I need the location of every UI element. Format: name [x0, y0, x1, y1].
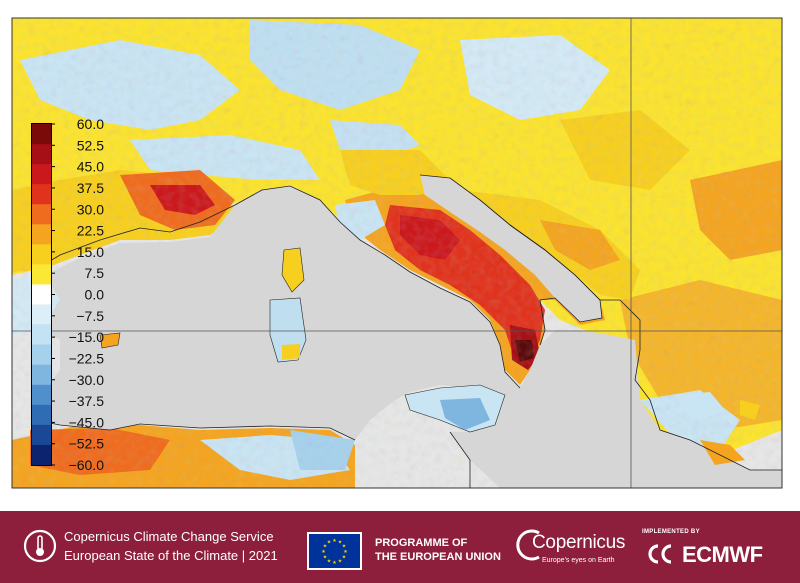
colorbar-tick-label: 60.0	[77, 116, 104, 132]
eu-star: ★	[343, 549, 348, 555]
copernicus-tagline: Europe's eyes on Earth	[542, 557, 615, 564]
colorbar-tick-label: 45.0	[77, 159, 104, 175]
copernicus-logo	[516, 529, 540, 561]
eu-star: ★	[338, 539, 343, 545]
thermometer-circle-icon	[23, 529, 57, 563]
eu-star: ★	[338, 558, 343, 564]
colorbar-swatch	[32, 384, 51, 406]
eu-star: ★	[327, 558, 332, 564]
colorbar-labels: 60.0 52.5 45.0 37.5 30.0 22.5 15.0 7.5 0.0 −7.5 −1…	[51, 116, 104, 473]
eu-star: ★	[321, 549, 326, 555]
colorbar-swatch	[32, 144, 51, 165]
colorbar: 60.0 52.5 45.0 37.5 30.0 22.5 15.0 7.5 0.0 −7.5 −1…	[31, 116, 104, 473]
colorbar-swatch	[32, 164, 51, 185]
colorbar-swatch	[32, 204, 51, 225]
colorbar-tick-label: −52.5	[69, 436, 105, 452]
colorbar-swatch	[32, 364, 51, 386]
colorbar-swatch	[32, 264, 51, 285]
colorbar-tick-label: 30.0	[77, 201, 104, 217]
colorbar-tick-label: 37.5	[77, 180, 104, 196]
colorbar-swatch	[32, 344, 51, 366]
colorbar-swatch	[32, 244, 51, 265]
graticule	[12, 18, 782, 488]
footer-banner: Copernicus Climate Change Service Europe…	[0, 511, 800, 583]
map-frame	[11, 17, 783, 489]
eu-star: ★	[332, 560, 337, 566]
colorbar-tick-label: −60.0	[69, 457, 105, 473]
colorbar-tick-label: 15.0	[77, 244, 104, 260]
colorbar-swatch	[32, 444, 51, 466]
colorbar-tick-label: 22.5	[77, 223, 104, 239]
colorbar-tick-label: −45.0	[69, 414, 105, 430]
eu-star: ★	[342, 554, 347, 560]
eu-star: ★	[323, 543, 328, 549]
colorbar-swatch	[32, 184, 51, 205]
eu-flag-icon: ★ ★★★★★★★★★★★	[307, 532, 362, 570]
programme-line2: THE EUROPEAN UNION	[375, 551, 501, 563]
eu-star: ★	[342, 543, 347, 549]
ecmwf-logo	[648, 544, 672, 564]
colorbar-swatch	[32, 304, 51, 325]
colorbar-swatch	[32, 404, 51, 426]
eu-star: ★	[323, 554, 328, 560]
copernicus-wordmark: Copernicus	[532, 532, 626, 553]
service-line1: Copernicus Climate Change Service	[64, 529, 274, 544]
colorbar-swatch	[32, 324, 51, 345]
colorbar-tick-label: 7.5	[85, 265, 105, 281]
eu-star: ★	[332, 538, 337, 544]
colorbar-swatch	[32, 424, 51, 446]
implemented-by-label: IMPLEMENTED BY	[642, 529, 700, 535]
service-line2: European State of the Climate | 2021	[64, 548, 278, 563]
colorbar-tick-label: 0.0	[85, 287, 105, 303]
programme-line1: PROGRAMME OF	[375, 537, 468, 549]
colorbar-swatch	[32, 124, 51, 145]
colorbar-tick-label: −30.0	[69, 372, 105, 388]
corsica	[281, 247, 305, 293]
colorbar-tick-label: 52.5	[77, 137, 104, 153]
eu-star: ★	[327, 539, 332, 545]
anomaly-map	[11, 17, 783, 489]
ecmwf-wordmark: ECMWF	[682, 542, 763, 567]
colorbar-swatch	[32, 224, 51, 245]
colorbar-tick-label: −7.5	[76, 308, 104, 324]
colorbar-tick-label: −37.5	[69, 393, 105, 409]
colorbar-tick-label: −15.0	[69, 329, 105, 345]
colorbar-swatches	[32, 124, 51, 466]
colorbar-tick-label: −22.5	[69, 350, 105, 366]
coastlines	[34, 174, 782, 488]
colorbar-swatch	[32, 284, 51, 305]
